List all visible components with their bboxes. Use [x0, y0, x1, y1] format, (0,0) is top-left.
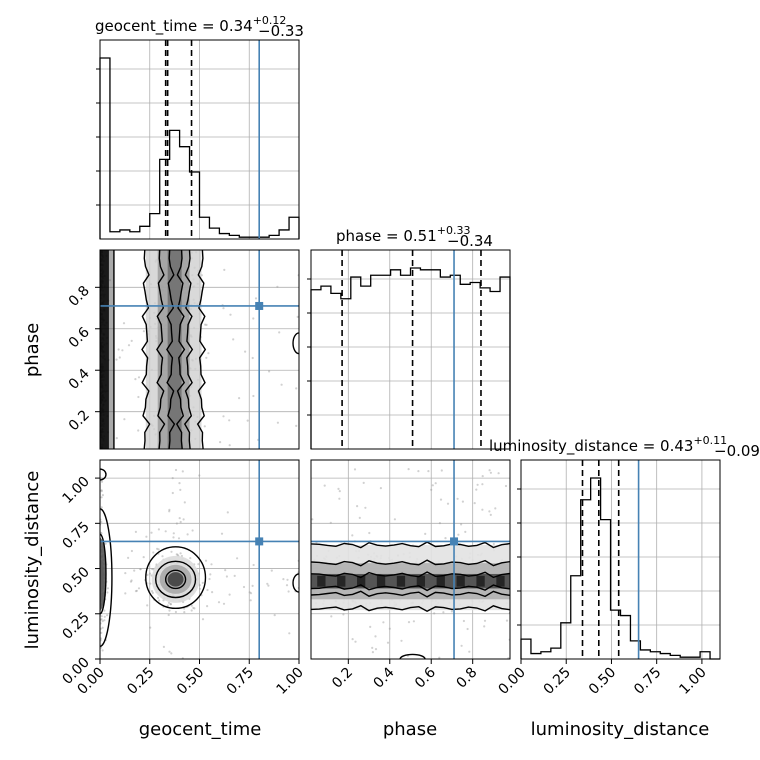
xtick-luminosity-distance: 1.00	[676, 665, 709, 698]
xlabel-phase: phase	[383, 719, 437, 740]
truth-overlays	[100, 250, 510, 659]
xlabel-luminosity-distance: luminosity_distance	[531, 719, 710, 740]
xtick-phase: 0.4	[371, 664, 398, 691]
ytick-phase: 0.6	[66, 324, 93, 351]
xtick-luminosity-distance: 0.25	[541, 665, 574, 698]
scatter-luminosity-distance-vs-phase	[311, 460, 510, 659]
title-geocent-time: geocent_time = 0.34+0.12	[95, 14, 286, 36]
histogram-step-geocent_time	[99, 57, 300, 239]
truth-marker-0	[255, 301, 264, 310]
panel-frame	[99, 39, 300, 240]
title-geocent-time-sub: −0.33	[258, 22, 304, 40]
xtick-geocent-time: 1.00	[273, 665, 306, 698]
ytick-luminosity-distance: 0.25	[59, 609, 92, 642]
panel-frame	[310, 459, 511, 660]
title-phase-sub: −0.34	[447, 232, 493, 250]
scatter-phase-vs-geocent-time	[100, 250, 299, 449]
title-luminosity-distance: luminosity_distance = 0.43+0.11	[489, 434, 727, 456]
ytick-phase: 0.8	[66, 283, 93, 310]
histogram-step-luminosity_distance	[520, 477, 720, 660]
ytick-luminosity-distance: 0.75	[59, 519, 92, 552]
title-phase: phase = 0.51+0.33	[336, 224, 471, 245]
panel-frame	[99, 249, 300, 450]
xtick-phase: 0.2	[329, 665, 356, 692]
histogram-luminosity-distance	[517, 460, 720, 660]
ytick-luminosity-distance: 0.50	[59, 564, 92, 597]
xtick-geocent-time: 0.50	[174, 665, 207, 698]
truth-marker-1	[255, 537, 264, 546]
ylabel-phase: phase	[22, 323, 43, 377]
panel-frame	[520, 459, 721, 660]
panel-frame	[310, 249, 511, 450]
ytick-phase: 0.2	[66, 407, 93, 434]
xtick-luminosity-distance: 0.75	[631, 665, 664, 698]
xtick-luminosity-distance: 0.00	[495, 665, 528, 698]
histogram-phase	[307, 250, 511, 449]
xtick-luminosity-distance: 0.50	[586, 665, 619, 698]
scatter-luminosity-distance-vs-geocent-time	[100, 460, 299, 659]
histogram-geocent-time	[96, 40, 300, 239]
xtick-phase: 0.8	[453, 665, 480, 692]
ylabel-luminosity-distance: luminosity_distance	[22, 471, 43, 650]
truth-marker-2	[450, 537, 459, 546]
title-luminosity-distance-sub: −0.09	[714, 442, 760, 460]
histogram-step-phase	[310, 267, 511, 449]
ytick-phase: 0.4	[66, 366, 93, 393]
ytick-luminosity-distance: 1.00	[59, 474, 92, 507]
xtick-phase: 0.6	[412, 664, 439, 691]
xlabel-geocent-time: geocent_time	[139, 719, 262, 740]
xtick-geocent-time: 0.25	[124, 665, 157, 698]
xtick-geocent-time: 0.75	[224, 665, 257, 698]
